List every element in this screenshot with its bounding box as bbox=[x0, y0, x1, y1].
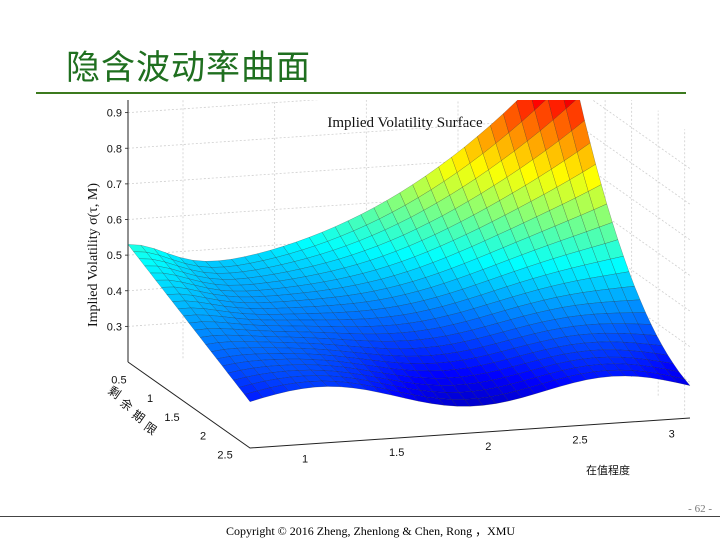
y-tick-label: 2.5 bbox=[217, 449, 232, 461]
chart-title: Implied Volatility Surface bbox=[327, 115, 483, 131]
z-tick-label: 0.8 bbox=[107, 143, 122, 155]
x-tick-label: 1 bbox=[302, 453, 308, 465]
z-tick-label: 0.9 bbox=[107, 108, 122, 120]
z-tick-label: 0.6 bbox=[107, 215, 122, 227]
base-axes bbox=[127, 361, 691, 449]
grid-line bbox=[127, 100, 691, 169]
z-tick-label: 0.3 bbox=[107, 321, 122, 333]
y-tick-label: 1.5 bbox=[164, 412, 179, 424]
surface-patch bbox=[671, 375, 691, 386]
volatility-surface-chart: Implied Volatility Surface 0.30.40.50.60… bbox=[86, 100, 691, 477]
y-tick-label: 0.5 bbox=[111, 374, 126, 386]
y-tick-label: 1 bbox=[147, 393, 153, 405]
x-tick-label: 1.5 bbox=[389, 447, 404, 459]
y-tick-label: 2 bbox=[200, 431, 206, 443]
slide-title: 隐含波动率曲面 bbox=[66, 48, 311, 88]
title-divider bbox=[36, 92, 686, 94]
y-axis-label-char: 期 bbox=[129, 408, 147, 426]
x-tick-label: 3 bbox=[669, 428, 675, 440]
z-tick-label: 0.5 bbox=[107, 250, 122, 262]
tick-labels: 0.3 0.4 0.5 0.6 0.7 0.8 0.9 1 1.5 2 2.5 3 0.5 1 1.5 2 2.… bbox=[107, 108, 675, 466]
z-tick-label: 0.4 bbox=[107, 286, 122, 298]
page-number: - 62 - bbox=[688, 503, 712, 515]
y-axis-label-char: 限 bbox=[141, 420, 159, 438]
footer-divider bbox=[0, 516, 720, 517]
y-axis-label-char: 余 bbox=[117, 395, 135, 414]
x-tick-label: 2 bbox=[485, 441, 491, 453]
copyright-text: Copyright © 2016 Zheng, Zhenlong & Chen,… bbox=[226, 524, 516, 538]
x-tick-label: 2.5 bbox=[572, 435, 587, 447]
x-axis-label: 在值程度 bbox=[586, 463, 630, 477]
surface-patch bbox=[531, 100, 546, 111]
z-axis-label: Implied Volatility σ(τ, M) bbox=[86, 183, 101, 327]
z-tick-label: 0.7 bbox=[107, 179, 122, 191]
surface bbox=[127, 100, 691, 407]
surface-patch bbox=[563, 100, 577, 110]
